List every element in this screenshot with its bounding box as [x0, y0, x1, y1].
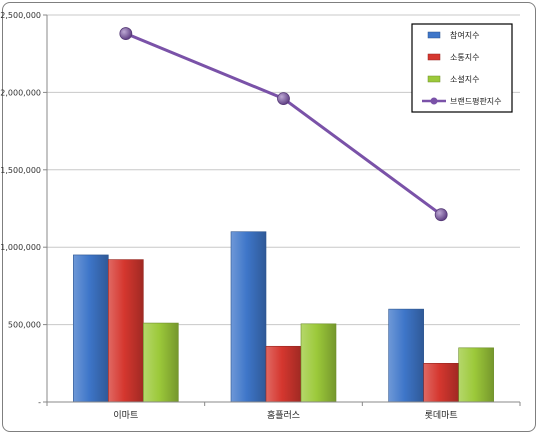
y-tick-label: 2,500,000 [0, 11, 41, 20]
bar-1-2 [300, 323, 337, 403]
bar-marks [73, 231, 494, 403]
x-tick-label: 롯데마트 [425, 410, 458, 421]
legend-label: 소통지수 [450, 53, 479, 62]
bar-0-2 [143, 322, 179, 403]
line-point-0 [119, 27, 133, 40]
bar-2-0 [388, 308, 424, 403]
x-axis [46, 15, 521, 406]
y-axis-ticks: - 500,000 1,000,000 1,500,000 2,000,000 2,500… [0, 11, 47, 407]
legend-swatch [427, 75, 441, 83]
bar-2-1 [423, 362, 459, 403]
bar-1-0 [230, 231, 267, 403]
x-axis-labels: 이마트 홈플러스 롯데마트 [113, 409, 457, 421]
y-tick-label: 1,000,000 [0, 243, 41, 252]
line-path [125, 32, 443, 216]
legend-swatch [427, 31, 441, 39]
y-tick-label: 1,500,000 [0, 166, 41, 175]
y-tick-label: - [38, 398, 41, 407]
legend-swatch-marker [430, 97, 438, 105]
legend-label: 참여지수 [450, 30, 479, 40]
bar-1-1 [265, 345, 302, 403]
bar-0-0 [73, 254, 109, 403]
line-point-1 [277, 92, 290, 105]
line-point-2 [434, 208, 448, 222]
legend-box [411, 23, 513, 113]
y-tick-label: 2,000,000 [0, 88, 41, 97]
bar-0-1 [108, 259, 144, 403]
bar-2-2 [458, 347, 494, 403]
legend-swatch [427, 53, 441, 61]
legend-label: 소셜지수 [450, 75, 479, 84]
y-tick-label: 500,000 [8, 321, 41, 330]
legend-label: 브랜드평판지수 [450, 96, 502, 106]
x-tick-label: 홈플러스 [267, 409, 300, 421]
x-tick-label: 이마트 [113, 410, 138, 421]
line-series [119, 27, 448, 222]
